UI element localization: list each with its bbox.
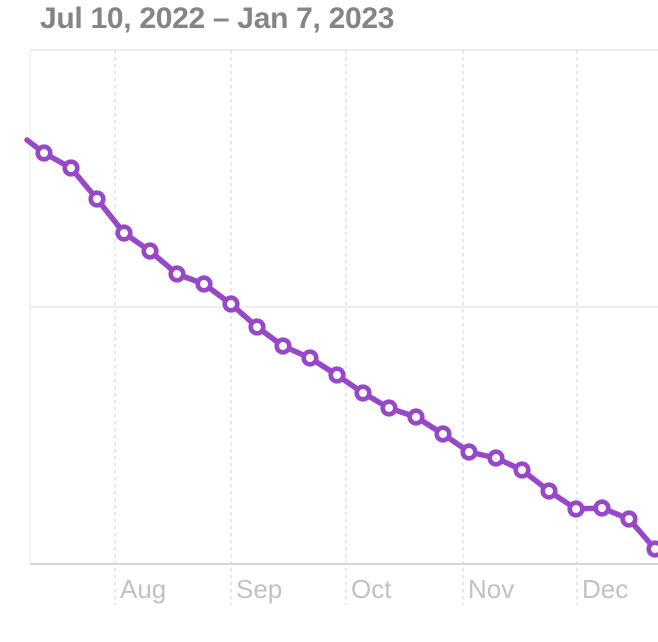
data-point-marker[interactable] [195,275,213,293]
data-point-marker[interactable] [487,449,505,467]
data-point-marker[interactable] [301,349,319,367]
data-point-marker[interactable] [567,500,585,518]
data-point-marker[interactable] [646,540,658,558]
data-point-marker[interactable] [35,144,53,162]
data-point-marker[interactable] [620,510,638,528]
data-point-marker[interactable] [407,408,425,426]
x-axis-label-nov: Nov [468,574,515,604]
data-point-marker[interactable] [274,337,292,355]
data-point-marker[interactable] [513,461,531,479]
data-point-marker[interactable] [248,318,266,336]
data-point-marker[interactable] [88,190,106,208]
x-axis-label-sep: Sep [236,574,283,604]
data-point-marker[interactable] [354,384,372,402]
data-point-marker[interactable] [540,482,558,500]
trend-line [24,137,658,552]
x-axis-label-oct: Oct [351,574,392,604]
data-point-marker[interactable] [434,425,452,443]
data-point-marker[interactable] [593,499,611,517]
data-point-marker[interactable] [62,159,80,177]
x-axis-label-dec: Dec [582,574,629,604]
x-axis-label-aug: Aug [120,574,167,604]
data-point-marker[interactable] [380,399,398,417]
data-point-marker[interactable] [115,224,133,242]
chart-title: Jul 10, 2022 – Jan 7, 2023 [40,2,395,35]
data-point-marker[interactable] [328,366,346,384]
data-point-marker[interactable] [141,242,159,260]
data-point-marker[interactable] [460,443,478,461]
data-point-marker[interactable] [222,295,240,313]
data-point-marker[interactable] [168,265,186,283]
